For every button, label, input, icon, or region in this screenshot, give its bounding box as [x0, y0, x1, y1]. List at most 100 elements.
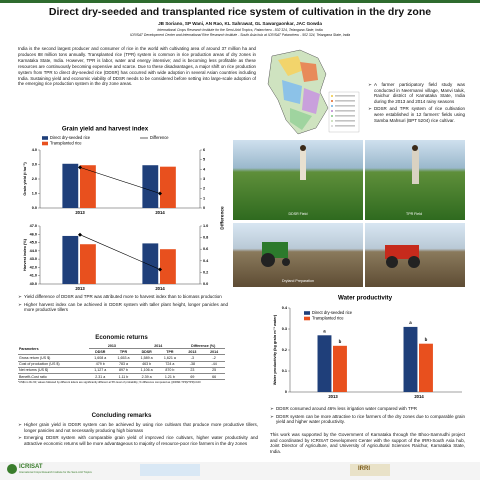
y-tick-label: 3.0 [32, 163, 37, 167]
y-tick-label: 41.0 [30, 274, 37, 278]
difference-marker [158, 267, 162, 272]
bar [403, 326, 418, 392]
y2-tick-label: 0.2 [203, 270, 208, 274]
y2-tick-label: 5 [203, 158, 205, 162]
introduction: India is the second largest producer and… [18, 46, 256, 87]
y2-tick-label: 0 [203, 206, 205, 210]
table-cell: 1,621 a [158, 354, 182, 362]
logo-box [350, 464, 390, 476]
difference-marker [78, 232, 82, 237]
legend-swatch [42, 136, 48, 140]
table-wrap: Parameters 2013 2014 Difference (%) DDSR TPR D… [18, 343, 225, 384]
table-cell: -3 [181, 354, 204, 362]
subheader-cell: DDSR [135, 348, 159, 356]
table-cell: 1,106 a [135, 367, 159, 374]
y2-tick-label: 3 [203, 177, 205, 181]
table-cell: 783 a [111, 361, 136, 368]
photo-label: Dryland Preparation [282, 279, 314, 283]
y-tick-label: 0.1 [282, 369, 287, 373]
legend-label: Direct dry-seeded rice [312, 310, 353, 315]
table-row: Gross return (US $) 1,608 a 1,653 a 1,589 a… [18, 354, 225, 362]
table-cell: 1,608 a [88, 354, 112, 362]
affiliation: International Crops Research Institute f… [157, 28, 323, 32]
y-tick-label: 0.3 [282, 327, 287, 331]
x-tick-label: 2013 [75, 286, 85, 291]
y-tick-label: 43.0 [30, 257, 37, 261]
logo-mark [7, 464, 17, 474]
bar-letter: b [339, 339, 342, 344]
table-cell: 897 b [111, 367, 136, 374]
y-tick-label: 2.0 [32, 177, 37, 181]
table-row: Cost of production (US $) 479 b 783 a 463 b… [18, 361, 225, 368]
y2-tick-label: 0.6 [203, 247, 208, 251]
difference-marker [158, 191, 162, 196]
subheader-cell: DDSR [88, 348, 112, 356]
table-cell: Cost of production (US $) [18, 361, 89, 368]
affiliation: ICRISAT Development Center and Internati… [129, 33, 351, 37]
y2-tick-label: 0.4 [203, 259, 209, 263]
y-tick-label: 47.0 [30, 224, 37, 228]
bar [317, 335, 332, 392]
table-cell: 2.39 a [135, 373, 159, 381]
logo-text: International Crops Research Institute f… [19, 471, 92, 474]
map [267, 49, 360, 135]
y2-tick-label: 0.8 [203, 236, 208, 240]
bullet: Higher harvest index can be achieved in … [18, 302, 228, 313]
legend-swatch [304, 316, 310, 321]
y-tick-label: 0.2 [282, 348, 287, 352]
study-bullets: A farmer participatory field study was c… [368, 82, 465, 125]
poster-title: Direct dry-seeded and transplanted rice … [48, 6, 432, 18]
table-cell: Gross return (US $) [18, 354, 89, 362]
bullet: DDSR and TPR system of rice cultivation … [368, 106, 465, 123]
photo-label: TPR Field [406, 212, 422, 216]
legend-swatch [42, 141, 48, 146]
y-tick-label: 46.0 [30, 232, 37, 236]
difference-line [79, 234, 161, 270]
bar-letter: b [425, 337, 428, 342]
table-cell: -38 [181, 361, 204, 368]
y-tick-label: 0.0 [32, 206, 37, 210]
difference-line [79, 167, 161, 194]
y-tick-label: 4.0 [32, 148, 37, 152]
y2-tick-label: 6 [203, 148, 205, 152]
table-cell: 1,653 a [111, 354, 136, 362]
conclusion-bullets: Higher grain yield in DDSR system can be… [18, 422, 258, 448]
acknowledgement: This work was supported by the Governmen… [270, 432, 465, 455]
table-cell: -44 [203, 361, 225, 368]
y-tick-label: 40.0 [30, 282, 37, 286]
y-tick-label: 45.0 [30, 241, 37, 245]
header-cell: Difference (%) [181, 343, 225, 350]
y2-axis-label: Difference [219, 206, 225, 230]
subheader-cell: 2014 [203, 348, 225, 356]
x-tick-label: 2013 [328, 394, 338, 399]
legend-label: Direct dry-seeded rice [50, 135, 91, 140]
table-cell: 870 b [158, 367, 182, 374]
x-tick-label: 2014 [155, 286, 165, 291]
subheader-cell: TPR [158, 348, 182, 356]
legend-swatch [304, 311, 310, 315]
table-cell: 2.31 a [88, 373, 112, 381]
bullet: Emerging DDSR system with comparable gra… [18, 435, 258, 446]
header-cell: Parameters [18, 343, 89, 356]
bar [419, 343, 433, 392]
table-cell: 1,127 a [88, 367, 112, 374]
table-cell: 66 [203, 373, 225, 381]
header-cell: 2013 [88, 343, 136, 350]
header-cell: 2014 [135, 343, 182, 350]
table-cell: 1.11 b [111, 373, 136, 381]
photo-label: DDSR Field [289, 212, 308, 216]
table-row: Benefit-Cost ratio 2.31 a 1.11 b 2.39 a 1.21… [18, 373, 225, 381]
y-tick-label: 0 [285, 390, 287, 394]
table-row: Net returns (US $) 1,127 a 897 b 1,106 a 870… [18, 367, 225, 374]
bar [160, 166, 176, 208]
y-axis-label: Water productivity (kg grain m⁻³ water) [273, 314, 277, 385]
table-cell: 479 b [88, 361, 112, 368]
logo-text: IRRI [358, 466, 370, 472]
chart-title: Grain yield and harvest index [62, 126, 149, 133]
bullet: Higher grain yield in DDSR system can be… [18, 422, 258, 433]
table-cell: -2 [203, 354, 225, 362]
table-cell: 23 [181, 367, 204, 374]
bar [80, 165, 96, 208]
bar-letter: a [323, 328, 326, 333]
